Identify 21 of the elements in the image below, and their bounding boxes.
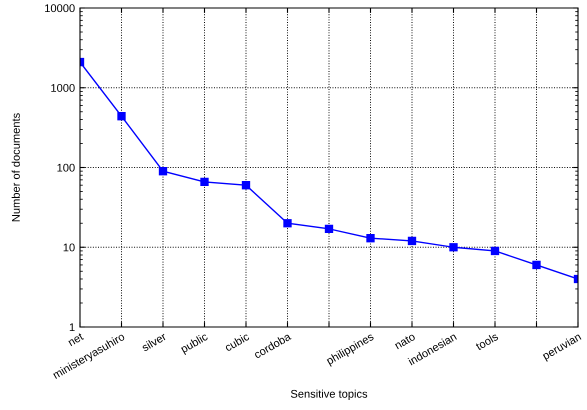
- point: [408, 236, 416, 246]
- point: [324, 224, 334, 234]
- point: [242, 181, 250, 190]
- y-tick-label: 1000: [51, 84, 75, 92]
- point: [366, 234, 375, 242]
- x-tick-label: tools: [474, 332, 499, 351]
- point: [283, 219, 292, 228]
- y-tick-label: 100: [57, 164, 75, 172]
- x-axis-title: Sensitive topics: [290, 390, 368, 400]
- y-axis-title: Number of documents: [12, 113, 20, 222]
- point: [200, 178, 209, 186]
- x-tick-label: silver: [140, 332, 167, 352]
- y-tick-label: 10000: [45, 4, 75, 12]
- point: [117, 112, 126, 120]
- point: [449, 243, 458, 252]
- point: [532, 260, 541, 270]
- point: [158, 166, 168, 176]
- y-tick-label: 1: [70, 323, 75, 332]
- x-tick-label: cubic: [224, 332, 250, 352]
- point: [490, 246, 500, 256]
- y-tick-label: 10: [64, 244, 75, 252]
